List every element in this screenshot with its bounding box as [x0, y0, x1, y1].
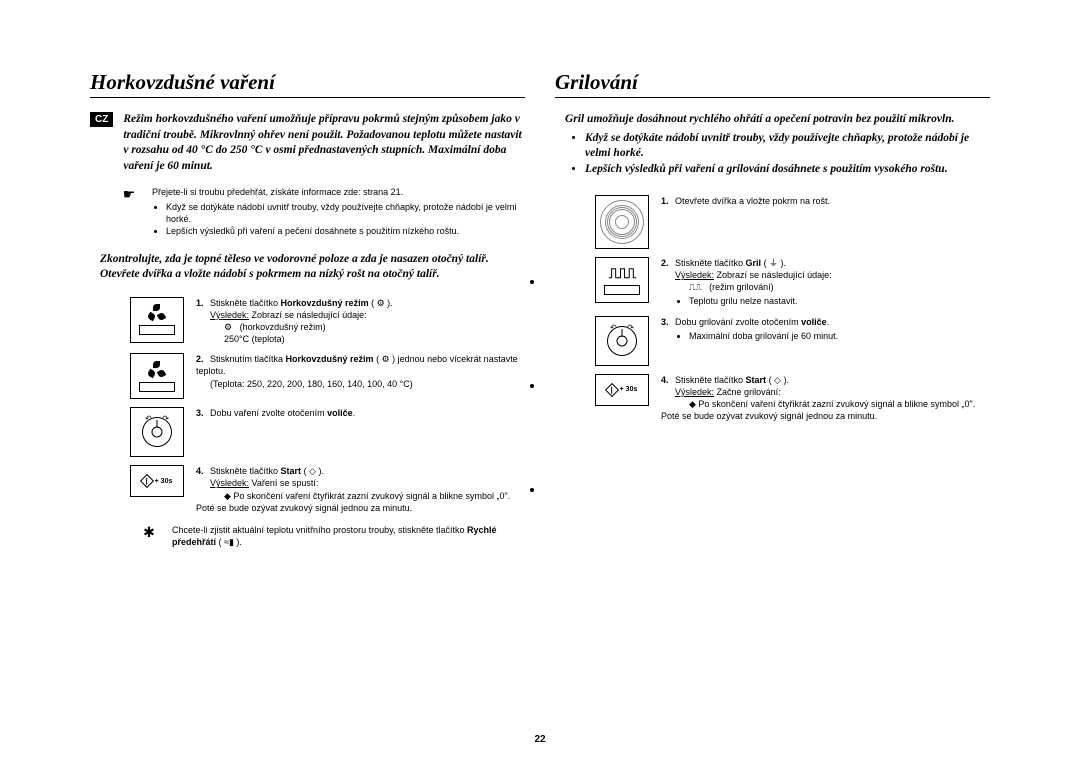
step-body: 2.Stiskněte tlačítko Gril ( ⏚ ). Výslede… [661, 257, 832, 308]
step-body: 2.Stisknutím tlačítka Horkovzdušný režim… [196, 353, 525, 389]
step-body: 4.Stiskněte tlačítko Start ( ◇ ). Výsled… [196, 465, 525, 514]
note-line: Přejete-li si troubu předehřát, získáte … [152, 187, 403, 197]
step-bullet: Maximální doba grilování je 60 minut. [689, 330, 838, 342]
cz-badge: CZ [90, 112, 113, 127]
start-icon: + 30s [595, 374, 649, 406]
pointer-icon: ☛ [120, 186, 138, 203]
note-bullet: Lepších výsledků při vaření a pečení dos… [166, 225, 525, 237]
step-body: 4.Stiskněte tlačítko Start ( ◇ ). Výsled… [661, 374, 990, 423]
convection-icon [130, 353, 184, 399]
grill-icon: ⎍⎍⎍ [595, 257, 649, 303]
binding-dots [530, 280, 534, 492]
intro-bullet: Když se dotýkáte nádobí uvnitř trouby, v… [585, 131, 990, 162]
left-tip: ✱ Chcete-li zjistit aktuální teplotu vni… [140, 524, 525, 548]
step-body: 3.Dobu vaření zvolte otočením voliče. [196, 407, 355, 419]
note-bullet: Když se dotýkáte nádobí uvnitř trouby, v… [166, 201, 525, 225]
right-intro: Gril umožňuje dosáhnout rychlého ohřátí … [565, 112, 990, 177]
tip-icon: ✱ [140, 524, 158, 541]
step-4: + 30s 4.Stiskněte tlačítko Start ( ◇ ). … [130, 465, 525, 514]
step-body: 1.Otevřete dvířka a vložte pokrm na rošt… [661, 195, 830, 207]
left-subintro: Zkontrolujte, zda je topné těleso ve vod… [100, 252, 525, 283]
step-4: + 30s 4.Stiskněte tlačítko Start ( ◇ ). … [595, 374, 990, 423]
left-tip-text: Chcete-li zjistit aktuální teplotu vnitř… [172, 524, 525, 548]
step-3: ↶↷ 3.Dobu vaření zvolte otočením voliče. [130, 407, 525, 457]
left-note: ☛ Přejete-li si troubu předehřát, získát… [120, 186, 525, 238]
intro-bullet: Lepších výsledků při vaření a grilování … [585, 162, 990, 178]
left-note-text: Přejete-li si troubu předehřát, získáte … [152, 186, 525, 238]
step-2: ⎍⎍⎍ 2.Stiskněte tlačítko Gril ( ⏚ ). Výs… [595, 257, 990, 308]
page-columns: Horkovzdušné vaření CZ Režim horkovzdušn… [90, 70, 990, 558]
step-1: 1.Otevřete dvířka a vložte pokrm na rošt… [595, 195, 990, 249]
left-steps: 1.Stiskněte tlačítko Horkovzdušný režim … [130, 297, 525, 514]
step-1: 1.Stiskněte tlačítko Horkovzdušný režim … [130, 297, 525, 346]
step-2: 2.Stisknutím tlačítka Horkovzdušný režim… [130, 353, 525, 399]
step-body: 3.Dobu grilování zvolte otočením voliče.… [661, 316, 838, 342]
right-steps: 1.Otevřete dvířka a vložte pokrm na rošt… [595, 195, 990, 422]
start-icon: + 30s [130, 465, 184, 497]
convection-icon [130, 297, 184, 343]
right-column: Grilování Gril umožňuje dosáhnout rychlé… [555, 70, 990, 558]
step-body: 1.Stiskněte tlačítko Horkovzdušný režim … [196, 297, 393, 346]
page-number: 22 [534, 734, 545, 745]
dial-icon: ↶↷ [595, 316, 649, 366]
left-intro: Režim horkovzdušného vaření umožňuje pří… [123, 112, 525, 174]
left-title: Horkovzdušné vaření [90, 70, 525, 98]
dial-icon: ↶↷ [130, 407, 184, 457]
left-column: Horkovzdušné vaření CZ Režim horkovzdušn… [90, 70, 525, 558]
step-3: ↶↷ 3.Dobu grilování zvolte otočením voli… [595, 316, 990, 366]
left-intro-row: CZ Režim horkovzdušného vaření umožňuje … [90, 112, 525, 174]
heater-icon [595, 195, 649, 249]
right-title: Grilování [555, 70, 990, 98]
step-bullet: Teplotu grilu nelze nastavit. [689, 295, 832, 307]
